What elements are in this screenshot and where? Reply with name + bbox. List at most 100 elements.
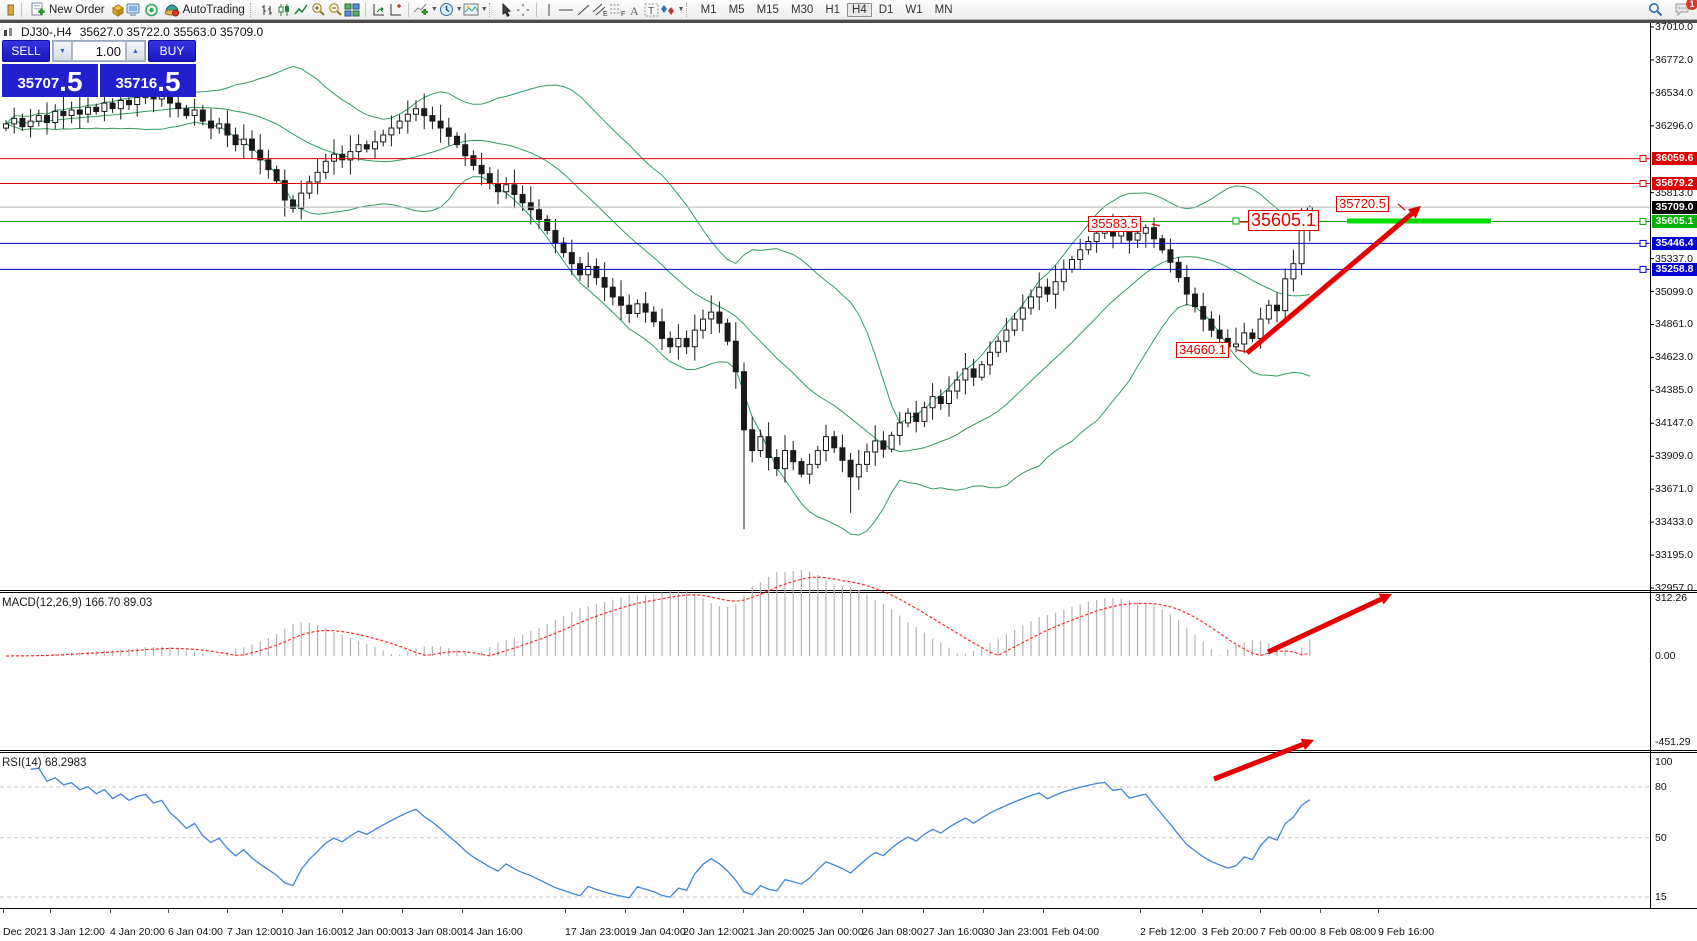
notification-count-badge: 1 [1686,0,1697,10]
vertical-line-icon[interactable] [541,2,558,18]
buy-price-main: 35716 [115,75,158,92]
time-axis-label: 7 Jan 12:00 [227,926,282,938]
timeframe-m5[interactable]: M5 [728,3,745,16]
cursor-icon[interactable] [498,2,515,18]
price-annotation[interactable]: 35583.5 [1088,216,1141,232]
price-annotation[interactable]: 35605.1 [1248,210,1320,231]
crosshair-icon[interactable] [515,2,532,18]
trend-arrow [1213,742,1304,782]
line-handle [1639,155,1647,163]
time-axis-label: Dec 2021 [3,926,48,938]
signals-icon[interactable] [143,2,160,18]
rsi-axis-label: 50 [1655,831,1667,844]
horizontal-line-icon[interactable] [558,2,575,18]
sell-price-display[interactable]: 35707.5 [2,64,98,97]
volume-decrease-button[interactable]: ▼ [53,41,72,61]
zoom-out-icon[interactable] [327,2,344,18]
timeframe-h1[interactable]: H1 [825,3,841,16]
timeframe-mn[interactable]: MN [934,3,953,16]
arrows-shapes-icon[interactable] [660,2,677,18]
trend-arrow [1245,211,1414,355]
rsi-axis-label: 100 [1655,756,1673,768]
template-dropdown-caret[interactable]: ▼ [480,6,488,13]
price-badge: 35879.2 [1652,177,1697,191]
timeframe-w1[interactable]: W1 [905,3,923,16]
new-order-button[interactable]: New Order [26,1,109,18]
indicators-dropdown-caret[interactable]: ▼ [430,6,438,13]
search-icon[interactable] [1647,1,1664,17]
annotation-connector [1236,349,1248,353]
line-handle [1639,265,1647,273]
template-icon[interactable] [463,2,480,18]
chart-profiles-icon[interactable] [387,2,404,18]
toolbar-grip [488,2,495,17]
new-chart-icon[interactable] [370,2,387,18]
timeframe-d1[interactable]: D1 [878,3,894,16]
shapes-dropdown-caret[interactable]: ▼ [677,6,685,13]
autotrading-icon [164,4,180,17]
toolbar-separator [364,2,366,17]
price-tick-label: 34147.0 [1655,417,1693,430]
time-axis-label: 10 Jan 16:00 [282,926,343,938]
main-plot-layer [3,65,1313,536]
price-annotation[interactable]: 34660.1 [1176,342,1229,358]
price-badge: 35446.4 [1652,236,1697,250]
time-axis-label: 1 Feb 04:00 [1043,926,1100,938]
sell-price-fraction: .5 [59,66,83,97]
trend-arrow [1266,596,1383,655]
trendline-icon[interactable] [575,2,592,18]
line-chart-icon[interactable] [293,2,310,18]
symbol-period-label: DJ30-,H4 [21,25,72,39]
time-axis-label: 20 Jan 12:00 [683,926,744,938]
market-depth-icon[interactable] [109,2,126,18]
periods-icon[interactable] [438,2,455,18]
svg-text:T: T [648,6,654,17]
green-highlight-bar [1347,218,1491,224]
price-tick-label: 33433.0 [1655,516,1693,529]
time-axis-label: 13 Jan 08:00 [402,926,463,938]
notifications-icon[interactable]: 1 [1674,0,1697,17]
text-icon[interactable]: A [626,2,643,18]
sell-button[interactable]: SELL [2,40,50,62]
tile-windows-icon[interactable] [344,2,361,18]
autotrading-label: AutoTrading [182,3,245,16]
bollinger-band-line [5,65,1311,424]
indicators-icon[interactable] [413,2,430,18]
volume-input[interactable]: 1.00 [72,41,126,61]
candle-chart-icon[interactable] [276,2,293,18]
toolbar-separator [21,2,22,17]
svg-text:E: E [603,11,608,17]
price-tick-label: 33195.0 [1655,549,1693,562]
buy-price-display[interactable]: 35716.5 [100,64,196,97]
price-tick-label: 35099.0 [1655,285,1693,298]
time-axis-label: 4 Jan 20:00 [110,926,165,938]
periods-dropdown-caret[interactable]: ▼ [455,6,463,13]
volume-increase-button[interactable]: ▲ [126,41,145,61]
timeframe-m15[interactable]: M15 [756,3,779,16]
trend-arrow-head [1300,738,1314,750]
timeframe-h4[interactable]: H4 [847,2,872,17]
autotrading-button[interactable]: AutoTrading [160,1,249,18]
equidistant-channel-icon[interactable]: E [592,2,609,18]
rsi-label: RSI(14) 68.2983 [2,757,87,769]
annotation-connector [1151,223,1161,227]
text-label-icon[interactable]: T [643,2,660,18]
zoom-in-icon[interactable] [310,2,327,18]
new-order-label: New Order [49,3,105,16]
fibonacci-icon[interactable]: F [609,2,626,18]
buy-button[interactable]: BUY [148,40,196,62]
time-axis-label: 3 Jan 12:00 [50,926,105,938]
timeframe-m30[interactable]: M30 [790,3,814,16]
macd-axis-label: 312.26 [1655,592,1688,604]
one-click-trading-panel: SELL ▼ 1.00 ▲ BUY 35707.5 35716.5 [2,40,196,97]
bar-chart-icon[interactable] [259,2,276,18]
time-axis-label: 9 Feb 16:00 [1378,926,1435,938]
price-tick-label: 37010.0 [1655,21,1693,33]
timeframe-m1[interactable]: M1 [700,3,717,16]
price-annotation[interactable]: 35720.5 [1336,196,1389,212]
price-tick-label: 34861.0 [1655,318,1693,331]
terminal-icon[interactable] [126,2,143,18]
time-axis-label: 6 Jan 04:00 [168,926,223,938]
clipped-toolbar-icon[interactable] [0,2,17,18]
